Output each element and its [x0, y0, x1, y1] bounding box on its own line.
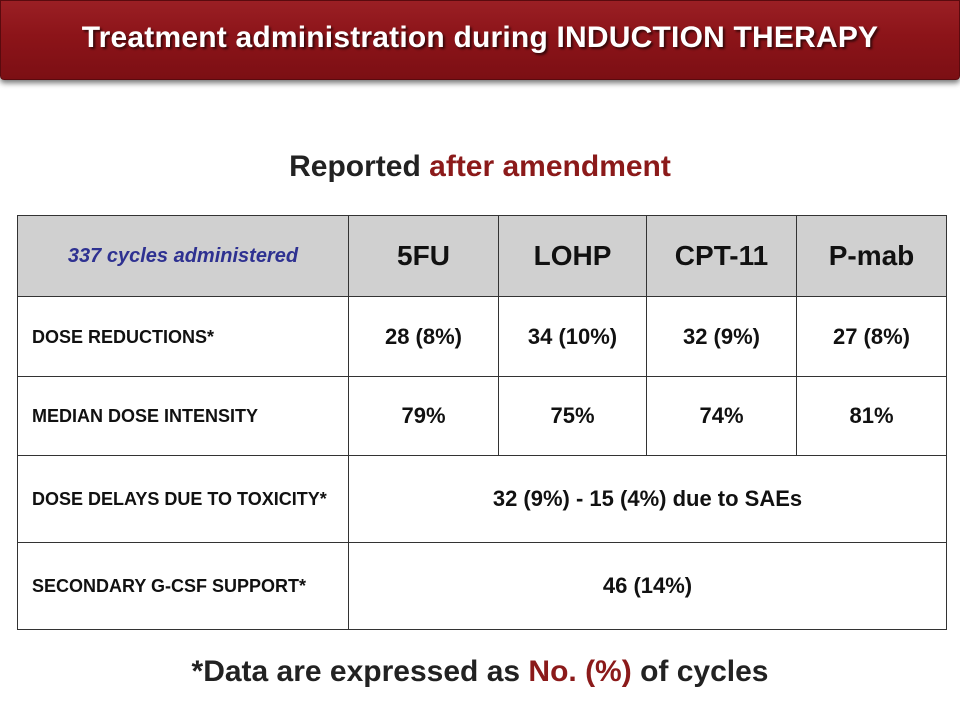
- footnote-accent: No. (%): [528, 655, 632, 688]
- column-header-pmab: P-mab: [796, 215, 947, 297]
- merged-cell-gcsf-support: 46 (14%): [348, 542, 947, 630]
- footnote-prefix: *Data are expressed as: [191, 655, 529, 688]
- treatment-table: 337 cycles administered 5FU LOHP CPT-11 …: [17, 215, 947, 630]
- merged-cell-dose-delays: 32 (9%) - 15 (4%) due to SAEs: [348, 455, 947, 543]
- table-cell: 32 (9%): [646, 296, 797, 377]
- table-cell: 81%: [796, 376, 947, 456]
- footnote-suffix: of cycles: [631, 655, 769, 688]
- footnote: *Data are expressed as No. (%) of cycles: [0, 655, 960, 689]
- table-header-row: 337 cycles administered 5FU LOHP CPT-11 …: [17, 215, 947, 297]
- row-label-dose-delays: DOSE DELAYS DUE TO TOXICITY*: [17, 455, 349, 543]
- slide-title: Treatment administration during INDUCTIO…: [81, 21, 879, 54]
- column-header-lohp: LOHP: [498, 215, 647, 297]
- column-header-cpt11: CPT-11: [646, 215, 797, 297]
- subtitle-accent: after amendment: [429, 150, 671, 183]
- column-header-5fu: 5FU: [348, 215, 499, 297]
- table-cell: 74%: [646, 376, 797, 456]
- table-cell: 75%: [498, 376, 647, 456]
- table-row: SECONDARY G-CSF SUPPORT* 46 (14%): [17, 542, 947, 630]
- table-row: DOSE REDUCTIONS* 28 (8%) 34 (10%) 32 (9%…: [17, 296, 947, 377]
- row-label-gcsf-support: SECONDARY G-CSF SUPPORT*: [17, 542, 349, 630]
- table-cell: 34 (10%): [498, 296, 647, 377]
- subtitle-prefix: Reported: [289, 150, 430, 183]
- table-row: MEDIAN DOSE INTENSITY 79% 75% 74% 81%: [17, 376, 947, 456]
- table-cell: 28 (8%): [348, 296, 499, 377]
- table-corner-label: 337 cycles administered: [17, 215, 349, 297]
- row-label-median-dose-intensity: MEDIAN DOSE INTENSITY: [17, 376, 349, 456]
- subtitle: Reported after amendment: [0, 150, 960, 184]
- row-label-dose-reductions: DOSE REDUCTIONS*: [17, 296, 349, 377]
- table-cell: 79%: [348, 376, 499, 456]
- table-cell: 27 (8%): [796, 296, 947, 377]
- table-row: DOSE DELAYS DUE TO TOXICITY* 32 (9%) - 1…: [17, 455, 947, 543]
- title-bar: Treatment administration during INDUCTIO…: [0, 0, 960, 80]
